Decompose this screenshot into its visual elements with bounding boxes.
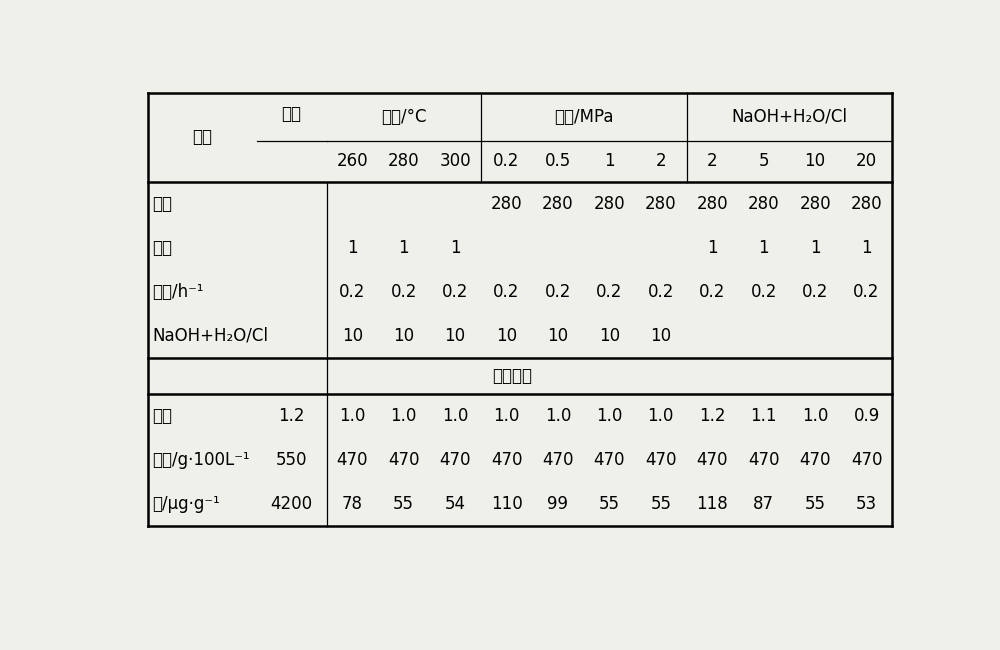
Text: 1.0: 1.0 [390, 407, 417, 425]
Text: 260: 260 [336, 152, 368, 170]
Text: 双烯: 双烯 [152, 407, 172, 425]
Text: 20: 20 [856, 152, 877, 170]
Text: 280: 280 [388, 152, 419, 170]
Text: 55: 55 [393, 495, 414, 513]
Text: 0.5: 0.5 [545, 152, 571, 170]
Text: 1: 1 [707, 239, 718, 257]
Text: 1.0: 1.0 [802, 407, 828, 425]
Text: 10: 10 [496, 327, 517, 344]
Text: 470: 470 [388, 451, 419, 469]
Text: 温度/°C: 温度/°C [381, 108, 426, 126]
Text: 470: 470 [748, 451, 779, 469]
Text: 1.0: 1.0 [596, 407, 623, 425]
Text: 氯/μg·g⁻¹: 氯/μg·g⁻¹ [152, 495, 220, 513]
Text: 空速/h⁻¹: 空速/h⁻¹ [152, 283, 204, 301]
Text: 550: 550 [276, 451, 307, 469]
Text: 10: 10 [650, 327, 671, 344]
Text: 300: 300 [439, 152, 471, 170]
Text: 87: 87 [753, 495, 774, 513]
Text: 10: 10 [342, 327, 363, 344]
Text: 压力: 压力 [152, 239, 172, 257]
Text: 原料: 原料 [282, 105, 302, 124]
Text: 项目: 项目 [192, 128, 212, 146]
Text: 470: 470 [594, 451, 625, 469]
Text: 1.0: 1.0 [442, 407, 468, 425]
Text: 110: 110 [491, 495, 522, 513]
Text: 温度: 温度 [152, 194, 172, 213]
Text: 1: 1 [450, 239, 460, 257]
Text: 1: 1 [604, 152, 615, 170]
Text: 470: 470 [336, 451, 368, 469]
Text: 0.2: 0.2 [442, 283, 468, 301]
Text: 470: 470 [542, 451, 574, 469]
Text: 1.0: 1.0 [545, 407, 571, 425]
Text: 1: 1 [810, 239, 820, 257]
Text: 280: 280 [851, 194, 882, 213]
Text: 10: 10 [547, 327, 569, 344]
Text: 0.2: 0.2 [390, 283, 417, 301]
Text: 54: 54 [445, 495, 466, 513]
Text: 2: 2 [655, 152, 666, 170]
Text: 0.2: 0.2 [493, 283, 520, 301]
Text: 0.2: 0.2 [545, 283, 571, 301]
Text: 55: 55 [805, 495, 826, 513]
Text: 280: 280 [799, 194, 831, 213]
Text: 0.2: 0.2 [853, 283, 880, 301]
Text: 280: 280 [542, 194, 574, 213]
Text: 10: 10 [599, 327, 620, 344]
Text: 1.0: 1.0 [493, 407, 520, 425]
Text: 280: 280 [491, 194, 522, 213]
Text: 0.2: 0.2 [802, 283, 828, 301]
Text: 280: 280 [594, 194, 625, 213]
Text: 1.0: 1.0 [648, 407, 674, 425]
Text: 99: 99 [547, 495, 568, 513]
Text: 压力/MPa: 压力/MPa [554, 108, 613, 126]
Text: 53: 53 [856, 495, 877, 513]
Text: 0.2: 0.2 [493, 152, 520, 170]
Text: 产品性质: 产品性质 [492, 367, 532, 385]
Text: 1.2: 1.2 [278, 407, 305, 425]
Text: 470: 470 [696, 451, 728, 469]
Text: 0.2: 0.2 [648, 283, 674, 301]
Text: 10: 10 [805, 152, 826, 170]
Text: 470: 470 [645, 451, 677, 469]
Text: 0.2: 0.2 [596, 283, 623, 301]
Text: 280: 280 [748, 194, 779, 213]
Text: 470: 470 [439, 451, 471, 469]
Text: 5: 5 [758, 152, 769, 170]
Text: 470: 470 [491, 451, 522, 469]
Text: 78: 78 [342, 495, 363, 513]
Text: 1.0: 1.0 [339, 407, 365, 425]
Text: 118: 118 [696, 495, 728, 513]
Text: 1: 1 [758, 239, 769, 257]
Text: 470: 470 [851, 451, 882, 469]
Text: 0.2: 0.2 [750, 283, 777, 301]
Text: 1: 1 [347, 239, 358, 257]
Text: 0.9: 0.9 [853, 407, 880, 425]
Text: 55: 55 [599, 495, 620, 513]
Text: 470: 470 [799, 451, 831, 469]
Text: 2: 2 [707, 152, 718, 170]
Text: 1.1: 1.1 [750, 407, 777, 425]
Text: 胶质/g·100L⁻¹: 胶质/g·100L⁻¹ [152, 451, 250, 469]
Text: 10: 10 [393, 327, 414, 344]
Text: 1: 1 [398, 239, 409, 257]
Text: NaOH+H₂O/Cl: NaOH+H₂O/Cl [731, 108, 847, 126]
Text: 10: 10 [445, 327, 466, 344]
Text: 0.2: 0.2 [339, 283, 365, 301]
Text: 55: 55 [650, 495, 671, 513]
Text: 1: 1 [861, 239, 872, 257]
Text: 0.2: 0.2 [699, 283, 725, 301]
Text: 4200: 4200 [271, 495, 313, 513]
Text: 280: 280 [645, 194, 677, 213]
Text: NaOH+H₂O/Cl: NaOH+H₂O/Cl [152, 327, 268, 344]
Text: 280: 280 [696, 194, 728, 213]
Text: 1.2: 1.2 [699, 407, 725, 425]
